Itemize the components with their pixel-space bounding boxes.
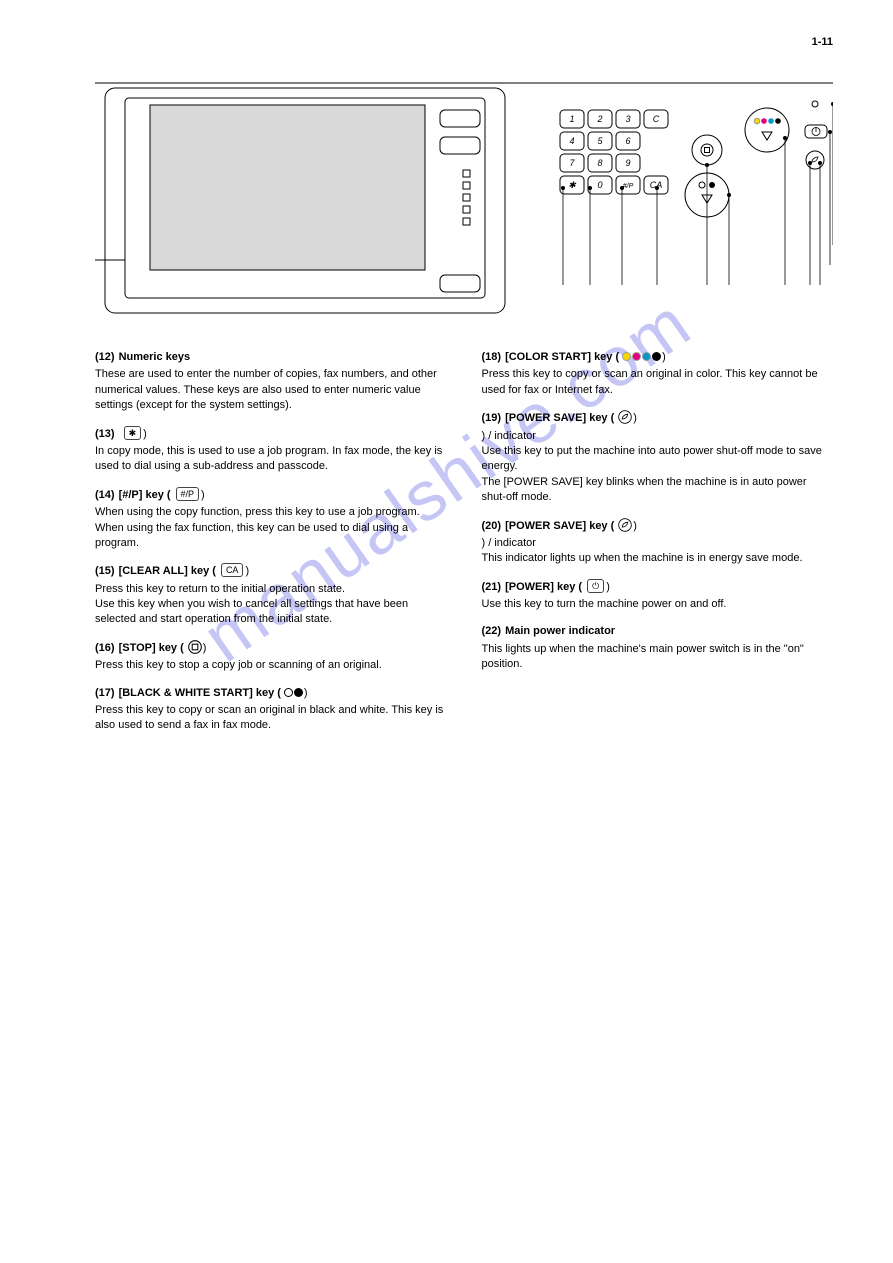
item-number: (17) bbox=[95, 687, 115, 699]
callout-item: (16)[STOP] key ()Press this key to stop … bbox=[95, 640, 447, 674]
page-number: 1-11 bbox=[812, 35, 833, 50]
bw-dots bbox=[284, 687, 304, 699]
svg-text:✱: ✱ bbox=[568, 180, 577, 190]
diagram-svg: 123C456789✱0#/PCA bbox=[95, 70, 833, 330]
item-name: Main power indicator bbox=[505, 625, 615, 637]
svg-text:#/P: #/P bbox=[623, 183, 634, 190]
callout-item: (15)[CLEAR ALL] key (CA)Press this key t… bbox=[95, 563, 447, 628]
item-name: [POWER] key ( bbox=[505, 581, 582, 593]
callout-item: (13)✱)In copy mode, this is used to use … bbox=[95, 426, 447, 475]
item-number: (14) bbox=[95, 489, 115, 501]
item-name: [STOP] key ( bbox=[119, 642, 184, 654]
item-description: When using the copy function, press this… bbox=[95, 505, 447, 551]
svg-text:9: 9 bbox=[625, 158, 630, 168]
svg-text:C: C bbox=[653, 114, 660, 124]
key-label: ✱ bbox=[124, 426, 142, 440]
callout-item: (12) Numeric keys These are used to enter … bbox=[95, 350, 447, 414]
callout-item: (14)[#/P] key (#/P)When using the copy f… bbox=[95, 487, 447, 552]
key-label: ⏻ bbox=[587, 579, 604, 593]
item-name: [#/P] key ( bbox=[119, 489, 171, 501]
item-number: (20) bbox=[482, 520, 502, 532]
item-description: Press this key to stop a copy job or sca… bbox=[95, 658, 447, 673]
svg-text:3: 3 bbox=[625, 114, 630, 124]
item-number: (19) bbox=[482, 412, 502, 424]
svg-text:2: 2 bbox=[596, 114, 602, 124]
page: 1-11 1 2 3 C 4 5 6 7 8 9 ✱ 0 #/P CA (12) Numeric keys T… bbox=[0, 0, 893, 786]
item-name: Numeric keys bbox=[119, 351, 191, 363]
svg-text:6: 6 bbox=[625, 136, 630, 146]
item-number: (13) bbox=[95, 428, 115, 440]
svg-text:1: 1 bbox=[569, 114, 574, 124]
svg-text:8: 8 bbox=[597, 158, 602, 168]
item-number: (16) bbox=[95, 642, 115, 654]
item-number: (12) bbox=[95, 351, 115, 363]
item-description: Press this key to return to the initial … bbox=[95, 582, 447, 628]
item-description: Use this key to turn the machine power o… bbox=[482, 597, 834, 612]
item-description: This lights up when the machine's main p… bbox=[482, 642, 834, 673]
item-name: [POWER SAVE] key ( bbox=[505, 412, 614, 424]
item-description: ) / indicatorThis indicator lights up wh… bbox=[482, 536, 834, 567]
item-name: [POWER SAVE] key ( bbox=[505, 520, 614, 532]
item-number: (15) bbox=[95, 565, 115, 577]
control-panel-diagram: 123C456789✱0#/PCA bbox=[95, 70, 833, 330]
svg-text:0: 0 bbox=[597, 180, 602, 190]
key-label: #/P bbox=[176, 487, 200, 501]
color-dots bbox=[622, 351, 662, 363]
item-name: [COLOR START] key ( bbox=[505, 351, 619, 363]
item-description: Press this key to copy or scan an origin… bbox=[95, 703, 447, 734]
svg-text:5: 5 bbox=[597, 136, 603, 146]
callout-item: (17)[BLACK & WHITE START] key ()Press th… bbox=[95, 686, 447, 734]
callout-item: (19)[POWER SAVE] key ()) / indicatorUse … bbox=[482, 410, 834, 505]
item-description: In copy mode, this is used to use a job … bbox=[95, 444, 447, 475]
callout-item: (20)[POWER SAVE] key ()) / indicatorThis… bbox=[482, 518, 834, 567]
callout-item: (21)[POWER] key (⏻)Use this key to turn … bbox=[482, 579, 834, 613]
item-name: [BLACK & WHITE START] key ( bbox=[119, 687, 281, 699]
item-description: Press this key to copy or scan an origin… bbox=[482, 367, 834, 398]
svg-text:4: 4 bbox=[569, 136, 574, 146]
description-columns: (12) Numeric keys These are used to enter … bbox=[95, 350, 833, 746]
left-column: (12) Numeric keys These are used to enter … bbox=[95, 350, 447, 746]
key-label: CA bbox=[221, 563, 244, 577]
callout-item: (22)Main power indicator This lights up w… bbox=[482, 624, 834, 672]
item-description: ) / indicatorUse this key to put the mac… bbox=[482, 429, 834, 506]
callout-item: (18)[COLOR START] key ()Press this key t… bbox=[482, 350, 834, 398]
item-number: (22) bbox=[482, 625, 502, 637]
item-number: (21) bbox=[482, 581, 502, 593]
svg-text:7: 7 bbox=[569, 158, 575, 168]
item-name: [CLEAR ALL] key ( bbox=[119, 565, 216, 577]
item-description: These are used to enter the number of co… bbox=[95, 367, 447, 413]
right-column: (18)[COLOR START] key ()Press this key t… bbox=[482, 350, 834, 746]
item-number: (18) bbox=[482, 351, 502, 363]
